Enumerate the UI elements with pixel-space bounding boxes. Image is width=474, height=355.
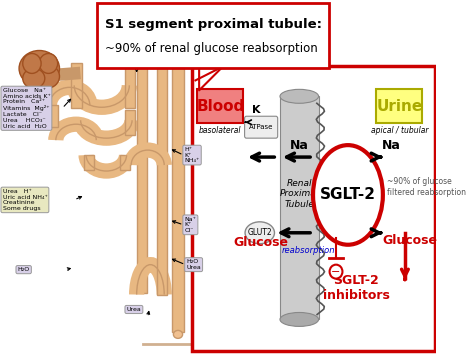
FancyBboxPatch shape: [125, 64, 135, 108]
FancyBboxPatch shape: [47, 105, 58, 127]
Text: Na⁺
Cl⁻
HCO₃⁻
H₂O: Na⁺ Cl⁻ HCO₃⁻ H₂O: [127, 44, 146, 67]
Text: Na⁺
K⁺
Cl⁻: Na⁺ K⁺ Cl⁻: [184, 217, 196, 233]
FancyBboxPatch shape: [245, 116, 278, 138]
Text: SGLT-2
inhibitors: SGLT-2 inhibitors: [323, 274, 390, 301]
Text: H₂O: H₂O: [18, 267, 30, 272]
Text: basolateral: basolateral: [199, 126, 242, 135]
Text: SGLT-2: SGLT-2: [320, 187, 376, 202]
FancyBboxPatch shape: [280, 96, 319, 320]
FancyBboxPatch shape: [84, 155, 94, 170]
FancyBboxPatch shape: [72, 64, 82, 108]
FancyBboxPatch shape: [97, 3, 328, 69]
Text: Renal
Proximal
Tubule: Renal Proximal Tubule: [280, 179, 319, 209]
Text: reabsorption: reabsorption: [282, 246, 335, 255]
Ellipse shape: [280, 312, 319, 326]
Ellipse shape: [39, 54, 58, 73]
Ellipse shape: [280, 89, 319, 103]
FancyBboxPatch shape: [120, 155, 130, 170]
FancyBboxPatch shape: [376, 89, 422, 123]
Text: ~90% of renal glucose reabsorption: ~90% of renal glucose reabsorption: [104, 42, 317, 55]
Text: Urea: Urea: [127, 307, 141, 312]
Ellipse shape: [23, 54, 41, 73]
Text: H₂O
Urea: H₂O Urea: [186, 259, 201, 270]
Text: Na: Na: [290, 138, 309, 152]
Text: S1 segment proximal tubule:: S1 segment proximal tubule:: [104, 18, 321, 31]
Text: Urine: Urine: [376, 99, 422, 114]
FancyBboxPatch shape: [192, 66, 435, 351]
Ellipse shape: [173, 331, 182, 338]
Text: K: K: [252, 105, 261, 115]
Ellipse shape: [329, 265, 342, 279]
FancyBboxPatch shape: [157, 64, 167, 295]
Text: ~90% of glucose
filtered reabsorption: ~90% of glucose filtered reabsorption: [386, 177, 465, 197]
FancyBboxPatch shape: [125, 110, 135, 135]
Text: Na: Na: [382, 138, 401, 152]
Text: Glucose   Na⁺
Amino acids K⁺
Protein   Ca²⁺
Vitamins  Mg²⁺
Lactate   Cl⁻
Urea   : Glucose Na⁺ Amino acids K⁺ Protein Ca²⁺ …: [2, 88, 50, 129]
Text: H⁺
K⁺
NH₄⁺: H⁺ K⁺ NH₄⁺: [184, 147, 200, 163]
Text: −: −: [331, 267, 341, 277]
Ellipse shape: [245, 222, 274, 244]
Ellipse shape: [34, 65, 60, 88]
FancyBboxPatch shape: [197, 89, 243, 123]
Ellipse shape: [313, 145, 383, 245]
FancyBboxPatch shape: [137, 64, 147, 293]
Text: ATPase: ATPase: [249, 124, 273, 130]
Text: Blood: Blood: [196, 99, 245, 114]
Text: Glucose: Glucose: [233, 236, 288, 249]
Text: Glucose: Glucose: [382, 234, 437, 247]
FancyBboxPatch shape: [172, 64, 183, 332]
Ellipse shape: [23, 69, 45, 88]
Text: apical / tubular: apical / tubular: [371, 126, 428, 135]
Text: GLUT2: GLUT2: [247, 228, 272, 237]
Text: Urea   H⁺
Uric acid NH₄⁺
Creatinine
Some drugs: Urea H⁺ Uric acid NH₄⁺ Creatinine Some d…: [2, 189, 47, 211]
Ellipse shape: [19, 50, 60, 86]
